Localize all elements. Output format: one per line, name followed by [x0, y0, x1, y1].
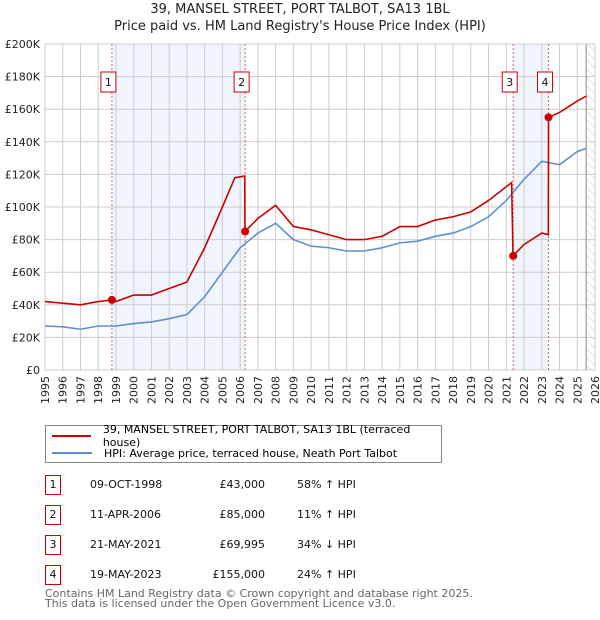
sale-row: 1 09-OCT-1998 £43,000 58% ↑ HPI	[45, 475, 465, 497]
x-tick-label: 2017	[429, 376, 442, 404]
legend-item-hpi: HPI: Average price, terraced house, Neat…	[46, 445, 397, 461]
y-tick-label: £40K	[12, 299, 41, 312]
chart-title: 39, MANSEL STREET, PORT TALBOT, SA13 1BL	[150, 2, 450, 17]
y-tick-label: £140K	[5, 136, 41, 149]
x-tick-label: 2021	[500, 376, 513, 404]
x-tick-label: 2013	[358, 376, 371, 404]
x-tick-label: 2011	[323, 376, 336, 404]
sale-hpi-diff: 11% ↑ HPI	[297, 508, 356, 521]
x-tick-label: 2003	[181, 376, 194, 404]
x-tick-label: 2016	[412, 376, 425, 404]
series-line-hpi	[44, 147, 587, 331]
sale-label-box	[100, 71, 117, 93]
x-tick-label: 2014	[376, 376, 389, 404]
sale-hpi-diff: 58% ↑ HPI	[297, 478, 356, 491]
sale-hpi-diff: 34% ↓ HPI	[297, 538, 356, 551]
legend-item-property: 39, MANSEL STREET, PORT TALBOT, SA13 1BL…	[46, 423, 441, 449]
sale-date: 19-MAY-2023	[90, 568, 162, 581]
sale-date: 21-MAY-2021	[90, 538, 162, 551]
y-tick-label: £0	[26, 364, 40, 377]
series-line-property	[44, 95, 587, 306]
sale-label-box	[501, 71, 518, 93]
x-tick-label: 1998	[92, 376, 105, 404]
x-tick-label: 1996	[57, 376, 70, 404]
y-tick-label: £120K	[5, 168, 41, 181]
x-tick-label: 2005	[216, 376, 229, 404]
sale-price: £43,000	[219, 478, 266, 491]
sale-date: 09-OCT-1998	[90, 478, 163, 491]
sale-label: 2	[238, 76, 245, 89]
x-tick-label: 2008	[270, 376, 283, 404]
x-tick-label: 2019	[465, 376, 478, 404]
x-tick-label: 2002	[163, 376, 176, 404]
x-tick-label: 2001	[145, 376, 158, 404]
x-tick-label: 2015	[394, 376, 407, 404]
sale-point	[241, 227, 250, 236]
sale-price: £69,995	[219, 538, 266, 551]
y-tick-label: £180K	[5, 71, 41, 84]
x-tick-label: 2007	[252, 376, 265, 404]
x-tick-label: 2020	[483, 376, 496, 404]
sale-row: 3 21-MAY-2021 £69,995 34% ↓ HPI	[45, 535, 465, 557]
legend-label: HPI: Average price, terraced house, Neat…	[104, 446, 398, 460]
sale-point	[544, 113, 553, 122]
sale-date: 11-APR-2006	[90, 508, 162, 521]
sale-number: 3	[45, 535, 61, 555]
x-tick-label: 2025	[571, 376, 584, 404]
sale-label-box	[537, 71, 554, 93]
x-tick-label: 1995	[39, 376, 52, 404]
x-tick-label: 1997	[74, 376, 87, 404]
price-chart: 1995 1996 1997 1998 1999 2000 2001 2002 2003 2004…	[5, 38, 600, 404]
x-tick-label: 2010	[305, 376, 318, 404]
x-tick-label: 2026	[589, 376, 600, 404]
x-tick-label: 2023	[536, 376, 549, 404]
y-tick-label: £80K	[12, 234, 41, 247]
x-tick-label: 2004	[199, 376, 212, 404]
x-tick-label: 2022	[518, 376, 531, 404]
y-tick-label: £160K	[5, 103, 41, 116]
sale-price: £155,000	[212, 568, 266, 581]
sale-row: 2 11-APR-2006 £85,000 11% ↑ HPI	[45, 505, 465, 527]
legend-swatch-red	[52, 435, 91, 437]
x-tick-label: 2012	[341, 376, 354, 404]
y-tick-label: £100K	[5, 201, 41, 214]
sale-number: 2	[45, 505, 61, 525]
x-tick-label: 2009	[287, 376, 300, 404]
sale-price: £85,000	[219, 508, 266, 521]
sale-label: 1	[105, 76, 112, 89]
sale-point	[509, 251, 518, 260]
x-tick-label: 2000	[128, 376, 141, 404]
legend: 39, MANSEL STREET, PORT TALBOT, SA13 1BL…	[45, 423, 442, 463]
x-tick-label: 2024	[554, 376, 567, 404]
y-tick-label: £60K	[12, 266, 41, 279]
footer-line1: Contains HM Land Registry data © Crown c…	[45, 587, 473, 600]
sale-hpi-diff: 24% ↑ HPI	[297, 568, 356, 581]
chart-subtitle: Price paid vs. HM Land Registry's House …	[114, 19, 486, 34]
sale-row: 4 19-MAY-2023 £155,000 24% ↑ HPI	[45, 565, 465, 587]
sale-label: 4	[542, 76, 549, 89]
sale-number: 1	[45, 475, 61, 495]
sale-number: 4	[45, 565, 61, 585]
footer-line2: This data is licensed under the Open Gov…	[45, 597, 396, 610]
x-tick-label: 2018	[447, 376, 460, 404]
sale-label: 3	[506, 76, 513, 89]
x-tick-label: 1999	[110, 376, 123, 404]
sale-label-box	[233, 71, 250, 93]
sale-point	[107, 295, 116, 304]
y-tick-label: £20K	[12, 331, 41, 344]
x-tick-label: 2006	[234, 376, 247, 404]
legend-label: 39, MANSEL STREET, PORT TALBOT, SA13 1BL…	[102, 423, 411, 449]
y-tick-label: £200K	[5, 38, 41, 51]
legend-swatch-blue	[52, 452, 92, 454]
footer: Contains HM Land Registry data © Crown c…	[45, 587, 473, 610]
